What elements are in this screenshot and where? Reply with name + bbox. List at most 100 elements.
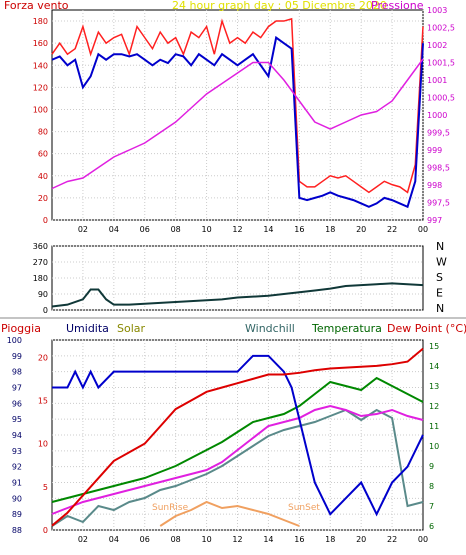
windchill-label: Windchill <box>245 322 295 335</box>
panel-1-x-tick: 06 <box>140 225 150 234</box>
panel-3-y-right-tick: 12 <box>429 402 439 411</box>
panel-2-y-ticks: 0 90 180 270 360 <box>33 242 48 315</box>
series-humidity <box>52 354 424 517</box>
panel-1-y-right-tick: 1001,5 <box>427 59 455 68</box>
panel-1-series <box>51 17 424 209</box>
sunset-label: SunSet <box>288 503 320 513</box>
direction-label: S <box>436 271 443 284</box>
panel-1-x-tick: 18 <box>325 225 335 234</box>
direction-label: E <box>436 287 443 300</box>
panel-3-y-right-tick: 14 <box>429 362 439 371</box>
direction-label: N <box>436 302 444 315</box>
series-temperature <box>51 376 424 503</box>
series-rain <box>51 347 424 527</box>
panel-3-x-tick: 22 <box>387 535 397 544</box>
series-dewpoint <box>51 404 424 515</box>
panel-1-y-right-tick: 997,5 <box>427 199 450 208</box>
panel-1-y-left-tick: 0 <box>43 216 48 225</box>
panel-1-y-left-tick: 160 <box>33 39 48 48</box>
sunrise-label: SunRise <box>152 503 189 513</box>
panel-3-y-rain-tick: 5 <box>43 483 48 492</box>
panel-3-x-ticks: 02 04 06 08 10 12 14 16 18 20 22 00 <box>78 535 428 544</box>
panel-3-y-right-tick: 10 <box>429 442 439 451</box>
panel-3-y-right-tick: 8 <box>429 482 434 491</box>
panel-1-y-right-tick: 1001 <box>427 76 447 85</box>
panel-3-x-tick: 20 <box>356 535 366 544</box>
panel-2-y-tick: 180 <box>33 274 48 283</box>
panel-1-y-right-tick: 997 <box>427 216 442 225</box>
panel-3-y-humidity-tick: 90 <box>12 494 22 503</box>
panel-1-y-right-tick: 1002,5 <box>427 24 455 33</box>
humidity-label: Umidita <box>66 322 109 335</box>
panel-3-x-tick: 06 <box>140 535 150 544</box>
panel-1-x-tick: 10 <box>201 225 211 234</box>
panel-3-series <box>51 347 424 527</box>
panel-1-y-left-ticks: 0 20 40 60 80 100 120 140 160 180 <box>33 17 48 225</box>
panel-1-x-tick: 02 <box>78 225 88 234</box>
panel-3-x-tick: 14 <box>263 535 273 544</box>
panel-1-x-tick: 14 <box>263 225 273 234</box>
panel-3-x-tick: 16 <box>294 535 304 544</box>
rain-label: Pioggia <box>1 322 41 335</box>
panel-2-y-tick: 270 <box>33 258 48 267</box>
series-windchill <box>51 408 424 527</box>
panel-3-y-humidity-tick: 93 <box>12 447 22 456</box>
panel-3-x-tick: 10 <box>201 535 211 544</box>
panel-1-y-right-ticks: 997 997,5 998 998,5 999 999,5 1000 1000,5 1001 10… <box>427 6 455 225</box>
panel-3-y-humidity-tick: 95 <box>12 415 22 424</box>
panel-2-y-tick: 360 <box>33 242 48 251</box>
panel-3-x-tick: 18 <box>325 535 335 544</box>
panel-1-x-tick: 08 <box>171 225 181 234</box>
panel-1-y-right-tick: 1000 <box>427 111 447 120</box>
panel-1-y-left-tick: 100 <box>33 105 48 114</box>
wind-speed-label: Forza vento <box>4 0 69 12</box>
panel-2-y-tick: 90 <box>38 290 48 299</box>
series-gust <box>51 17 424 194</box>
panel-1-x-tick: 22 <box>387 225 397 234</box>
panel-2-y-tick: 0 <box>43 306 48 315</box>
panel-1-x-tick: 04 <box>109 225 119 234</box>
panel-3-x-tick: 12 <box>232 535 242 544</box>
panel-1-y-left-tick: 60 <box>38 150 48 159</box>
panel-1-y-right-tick: 999,5 <box>427 129 450 138</box>
panel-3-y-right-tick: 15 <box>429 342 439 351</box>
direction-label: N <box>436 240 444 253</box>
panel-3-y-humidity-tick: 100 <box>7 336 22 345</box>
panel-3-y-rain-ticks: 0 5 10 15 20 <box>38 353 48 535</box>
panel-3-y-humidity-tick: 92 <box>12 463 22 472</box>
panel-3-y-right-tick: 11 <box>429 422 439 431</box>
panel-1-y-left-tick: 140 <box>33 61 48 70</box>
panel-1-y-right-tick: 1000,5 <box>427 94 455 103</box>
series-direction <box>51 282 424 308</box>
panel-3-y-right-tick: 9 <box>429 462 434 471</box>
panel-3-y-humidity-tick: 97 <box>12 384 22 393</box>
panel-1-x-tick: 16 <box>294 225 304 234</box>
panel-3-x-tick: 08 <box>171 535 181 544</box>
panel-3-y-rain-tick: 10 <box>38 440 48 449</box>
panel-3-y-right-ticks: 6 7 8 9 10 11 12 13 14 15 <box>429 342 439 531</box>
panel-1-y-left-tick: 180 <box>33 17 48 26</box>
panel-3-x-tick: 02 <box>78 535 88 544</box>
panel-3-y-humidity-tick: 96 <box>12 399 22 408</box>
panel-1-y-left-tick: 120 <box>33 83 48 92</box>
panel-3-y-right-tick: 7 <box>429 502 434 511</box>
panel-3-y-humidity-tick: 99 <box>12 352 22 361</box>
panel-3-y-humidity-tick: 89 <box>12 510 22 519</box>
panel-1-y-right-tick: 1003 <box>427 6 447 15</box>
panel-1-y-left-tick: 20 <box>38 194 48 203</box>
panel-3-y-humidity-tick: 94 <box>12 431 22 440</box>
pressure-label: Pressione <box>371 0 424 12</box>
panel-1-y-right-tick: 998 <box>427 181 442 190</box>
dewpoint-label: Dew Point (°C) <box>387 322 466 335</box>
panel-1-x-tick: 20 <box>356 225 366 234</box>
series-pressure <box>51 58 424 190</box>
series-speed <box>51 35 424 209</box>
panel-3-y-humidity-tick: 91 <box>12 479 22 488</box>
panel-3-y-rain-tick: 0 <box>43 526 48 535</box>
